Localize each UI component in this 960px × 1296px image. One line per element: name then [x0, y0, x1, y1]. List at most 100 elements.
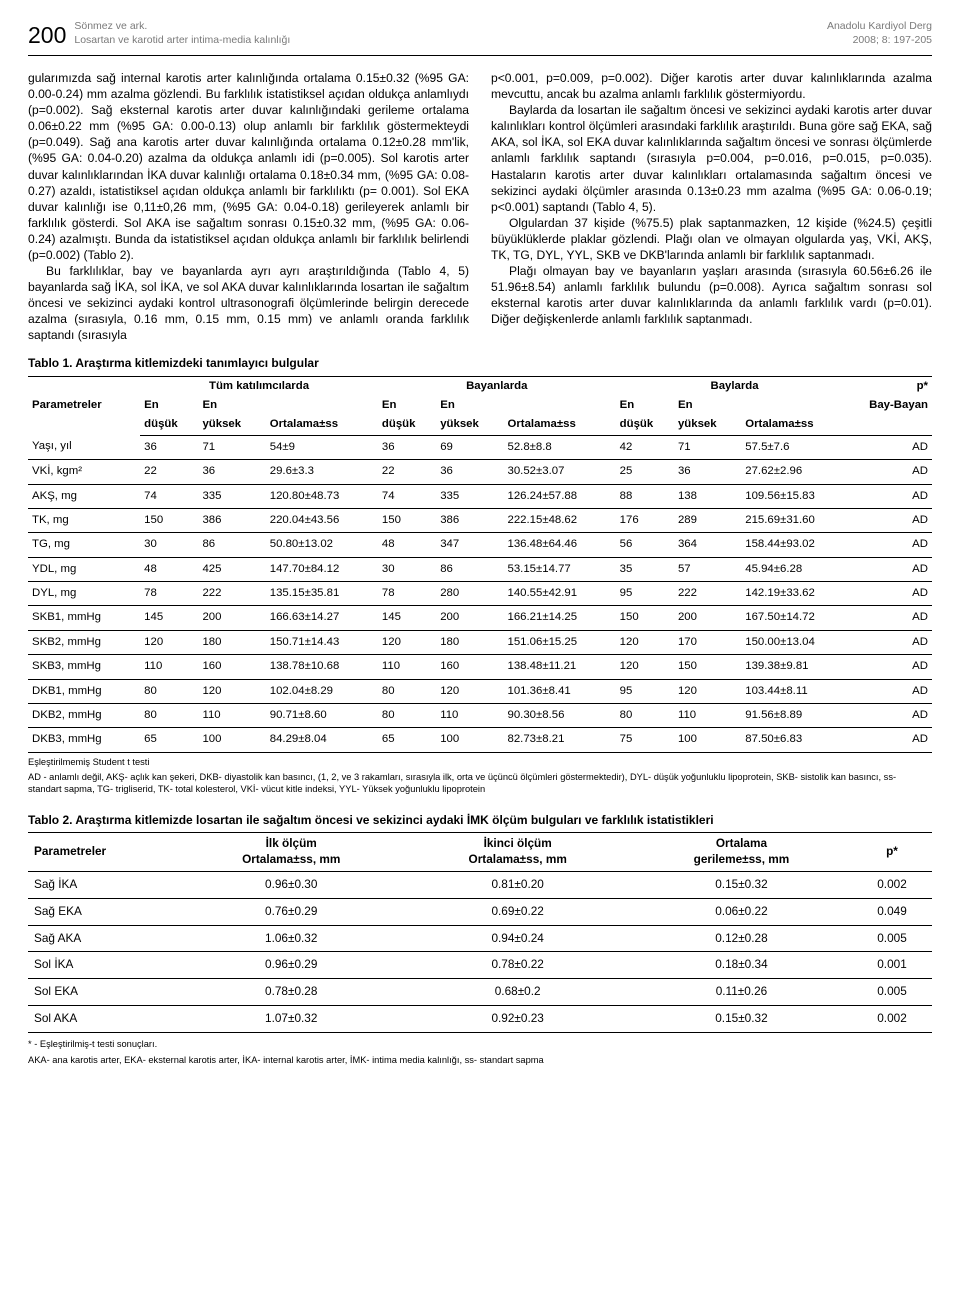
- table-cell: 0.001: [852, 952, 932, 979]
- table-cell: Sol EKA: [28, 979, 178, 1006]
- table-cell: 200: [198, 606, 265, 630]
- table-row: AKŞ, mg74335120.80±48.7374335126.24±57.8…: [28, 484, 932, 508]
- table-row: YDL, mg48425147.70±84.12308653.15±14.773…: [28, 557, 932, 581]
- body-right-para-3: Olgulardan 37 kişide (%75.5) plak saptan…: [491, 215, 932, 263]
- table-cell: Yaşı, yıl: [28, 435, 140, 459]
- table-cell: AD: [853, 630, 932, 654]
- table2-footnote-2: AKA- ana karotis arter, EKA- eksternal k…: [28, 1055, 932, 1067]
- table-cell: 120: [674, 679, 741, 703]
- t1-sub: En: [616, 396, 674, 415]
- page-header: 200 Sönmez ve ark. Losartan ve karotid a…: [28, 20, 932, 56]
- table-cell: 215.69±31.60: [741, 508, 853, 532]
- table2-footnote-1: * - Eşleştirilmiş-t testi sonuçları.: [28, 1039, 932, 1051]
- table-cell: AD: [853, 557, 932, 581]
- table-cell: 138.48±11.21: [504, 655, 616, 679]
- table-cell: SKB3, mmHg: [28, 655, 140, 679]
- body-right-column: p<0.001, p=0.009, p=0.002). Diğer karoti…: [491, 70, 932, 343]
- table-cell: 120: [616, 630, 674, 654]
- table1-group-female: Bayanlarda: [378, 376, 616, 396]
- table-cell: 222.15±48.62: [504, 508, 616, 532]
- table-cell: 160: [436, 655, 503, 679]
- table-cell: 86: [198, 533, 265, 557]
- table1-title: Tablo 1. Araştırma kitlemizdeki tanımlay…: [28, 355, 932, 371]
- table-cell: 103.44±8.11: [741, 679, 853, 703]
- table-row: Sağ AKA1.06±0.320.94±0.240.12±0.280.005: [28, 925, 932, 952]
- table2-h3: Ortalamagerileme±ss, mm: [631, 832, 852, 871]
- table-cell: 0.005: [852, 979, 932, 1006]
- table-cell: 135.15±35.81: [266, 582, 378, 606]
- table-cell: 0.11±0.26: [631, 979, 852, 1006]
- table-cell: 95: [616, 679, 674, 703]
- table-row: SKB3, mmHg110160138.78±10.68110160138.48…: [28, 655, 932, 679]
- table-cell: 88: [616, 484, 674, 508]
- table-cell: 0.002: [852, 1006, 932, 1033]
- table-cell: 335: [198, 484, 265, 508]
- table-cell: 160: [198, 655, 265, 679]
- table-cell: 222: [674, 582, 741, 606]
- table-cell: 150: [378, 508, 436, 532]
- table-row: DKB3, mmHg6510084.29±8.046510082.73±8.21…: [28, 728, 932, 752]
- table-cell: 75: [616, 728, 674, 752]
- table-cell: 36: [140, 435, 198, 459]
- table-cell: 80: [140, 704, 198, 728]
- t1-sub: düşük: [616, 415, 674, 435]
- table-cell: 95: [616, 582, 674, 606]
- table2-h1: İlk ölçümOrtalama±ss, mm: [178, 832, 404, 871]
- table-cell: VKİ, kgm²: [28, 460, 140, 484]
- table-cell: 50.80±13.02: [266, 533, 378, 557]
- table-cell: 42: [616, 435, 674, 459]
- table-cell: 53.15±14.77: [504, 557, 616, 581]
- table-cell: 158.44±93.02: [741, 533, 853, 557]
- table-row: Sağ EKA0.76±0.290.69±0.220.06±0.220.049: [28, 898, 932, 925]
- table-row: Sağ İKA0.96±0.300.81±0.200.15±0.320.002: [28, 871, 932, 898]
- table-cell: AD: [853, 655, 932, 679]
- table-cell: Sol AKA: [28, 1006, 178, 1033]
- table2-title: Tablo 2. Araştırma kitlemizde losartan i…: [28, 812, 932, 828]
- table-cell: 110: [140, 655, 198, 679]
- body-left-para-2: Bu farklılıklar, bay ve bayanlarda ayrı …: [28, 263, 469, 343]
- table-cell: 386: [436, 508, 503, 532]
- table-cell: 82.73±8.21: [504, 728, 616, 752]
- table-cell: 74: [140, 484, 198, 508]
- table-cell: Sağ EKA: [28, 898, 178, 925]
- table-cell: YDL, mg: [28, 557, 140, 581]
- table-cell: DYL, mg: [28, 582, 140, 606]
- table-cell: AD: [853, 728, 932, 752]
- table-cell: 102.04±8.29: [266, 679, 378, 703]
- table-cell: DKB2, mmHg: [28, 704, 140, 728]
- t1-sub: Ortalama±ss: [266, 415, 378, 435]
- t1-sub: En: [378, 396, 436, 415]
- table-cell: 36: [378, 435, 436, 459]
- table-row: DKB2, mmHg8011090.71±8.608011090.30±8.56…: [28, 704, 932, 728]
- table-cell: TK, mg: [28, 508, 140, 532]
- table-cell: 289: [674, 508, 741, 532]
- table-cell: 0.002: [852, 871, 932, 898]
- table-cell: 54±9: [266, 435, 378, 459]
- table-row: Sol İKA0.96±0.290.78±0.220.18±0.340.001: [28, 952, 932, 979]
- table1: Parametreler Tüm katılımcılarda Bayanlar…: [28, 376, 932, 753]
- table-cell: 335: [436, 484, 503, 508]
- table-cell: 100: [198, 728, 265, 752]
- t1-sub: En: [436, 396, 503, 415]
- table-cell: 71: [198, 435, 265, 459]
- table1-footnote-1: Eşleştirilmemiş Student t testi: [28, 757, 932, 769]
- table-cell: 120: [378, 630, 436, 654]
- table-cell: 347: [436, 533, 503, 557]
- table-cell: 138.78±10.68: [266, 655, 378, 679]
- table1-p-sub: Bay-Bayan: [853, 396, 932, 415]
- table2-param-header: Parametreler: [28, 832, 178, 871]
- table-cell: SKB2, mmHg: [28, 630, 140, 654]
- table-cell: 110: [378, 655, 436, 679]
- table-cell: 80: [378, 704, 436, 728]
- table-cell: 29.6±3.3: [266, 460, 378, 484]
- table-cell: 0.78±0.22: [404, 952, 630, 979]
- table-cell: 80: [616, 704, 674, 728]
- table-row: SKB2, mmHg120180150.71±14.43120180151.06…: [28, 630, 932, 654]
- table-cell: Sağ İKA: [28, 871, 178, 898]
- table-cell: 0.96±0.29: [178, 952, 404, 979]
- t1-sub: [504, 396, 616, 415]
- table-cell: 25: [616, 460, 674, 484]
- table-cell: 30.52±3.07: [504, 460, 616, 484]
- table-cell: 142.19±33.62: [741, 582, 853, 606]
- table-cell: 0.005: [852, 925, 932, 952]
